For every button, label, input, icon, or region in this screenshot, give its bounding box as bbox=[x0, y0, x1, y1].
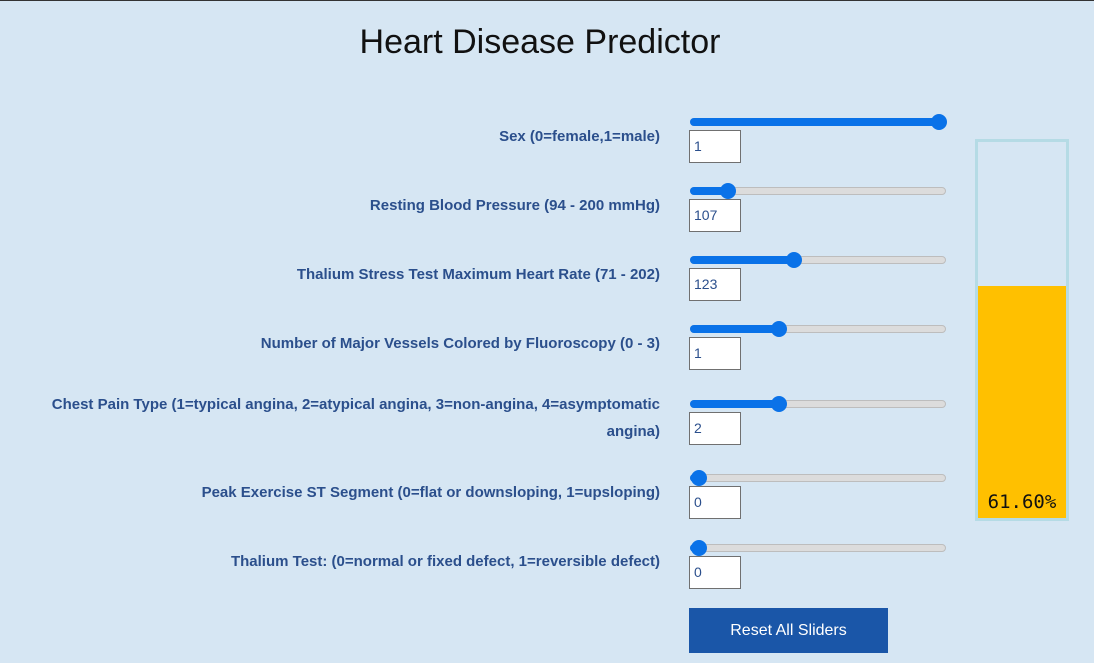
slider-thalium-test[interactable] bbox=[690, 540, 946, 556]
slider-thumb[interactable] bbox=[771, 321, 787, 337]
field-label-chest-pain-line1: Chest Pain Type (1=typical angina, 2=aty… bbox=[51, 396, 660, 413]
slider-thumb[interactable] bbox=[931, 114, 947, 130]
reset-all-sliders-button[interactable]: Reset All Sliders bbox=[689, 608, 888, 653]
field-label-max-heart-rate: Thalium Stress Test Maximum Heart Rate (… bbox=[296, 266, 660, 283]
input-resting-bp[interactable]: 107 bbox=[689, 199, 741, 232]
page-title: Heart Disease Predictor bbox=[359, 23, 721, 61]
input-sex[interactable]: 1 bbox=[689, 130, 741, 163]
slider-thumb[interactable] bbox=[771, 396, 787, 412]
slider-chest-pain-type[interactable] bbox=[690, 396, 946, 412]
slider-fill bbox=[690, 118, 938, 126]
input-peak-st-segment[interactable]: 0 bbox=[689, 486, 741, 519]
slider-fill bbox=[690, 187, 728, 195]
slider-fill bbox=[690, 400, 778, 408]
slider-thumb[interactable] bbox=[691, 470, 707, 486]
slider-fill bbox=[690, 256, 794, 264]
input-major-vessels[interactable]: 1 bbox=[689, 337, 741, 370]
input-thalium-test[interactable]: 0 bbox=[689, 556, 741, 589]
slider-fill bbox=[690, 325, 778, 333]
field-label-sex: Sex (0=female,1=male) bbox=[499, 128, 660, 145]
field-label-chest-pain-line2: angina) bbox=[606, 423, 660, 440]
field-label-thalium-test: Thalium Test: (0=normal or fixed defect,… bbox=[230, 553, 660, 570]
risk-gauge-fill bbox=[978, 286, 1066, 518]
input-max-heart-rate[interactable]: 123 bbox=[689, 268, 741, 301]
risk-gauge: 61.60% bbox=[975, 139, 1069, 521]
slider-thumb[interactable] bbox=[786, 252, 803, 268]
slider-major-vessels[interactable] bbox=[690, 321, 946, 337]
slider-resting-bp[interactable] bbox=[690, 183, 946, 199]
input-chest-pain-type[interactable]: 2 bbox=[689, 412, 741, 445]
slider-thumb[interactable] bbox=[720, 183, 737, 199]
slider-max-heart-rate[interactable] bbox=[690, 252, 946, 268]
slider-peak-st-segment[interactable] bbox=[690, 470, 946, 486]
field-label-major-vessels: Number of Major Vessels Colored by Fluor… bbox=[260, 335, 660, 352]
slider-thumb[interactable] bbox=[691, 540, 707, 556]
field-label-chest-pain-type: Chest Pain Type (1=typical angina, 2=aty… bbox=[0, 391, 660, 445]
risk-percentage: 61.60% bbox=[987, 491, 1057, 513]
field-label-resting-bp: Resting Blood Pressure (94 - 200 mmHg) bbox=[369, 197, 660, 214]
field-label-peak-st-segment: Peak Exercise ST Segment (0=flat or down… bbox=[201, 484, 660, 501]
slider-sex[interactable] bbox=[690, 114, 947, 130]
